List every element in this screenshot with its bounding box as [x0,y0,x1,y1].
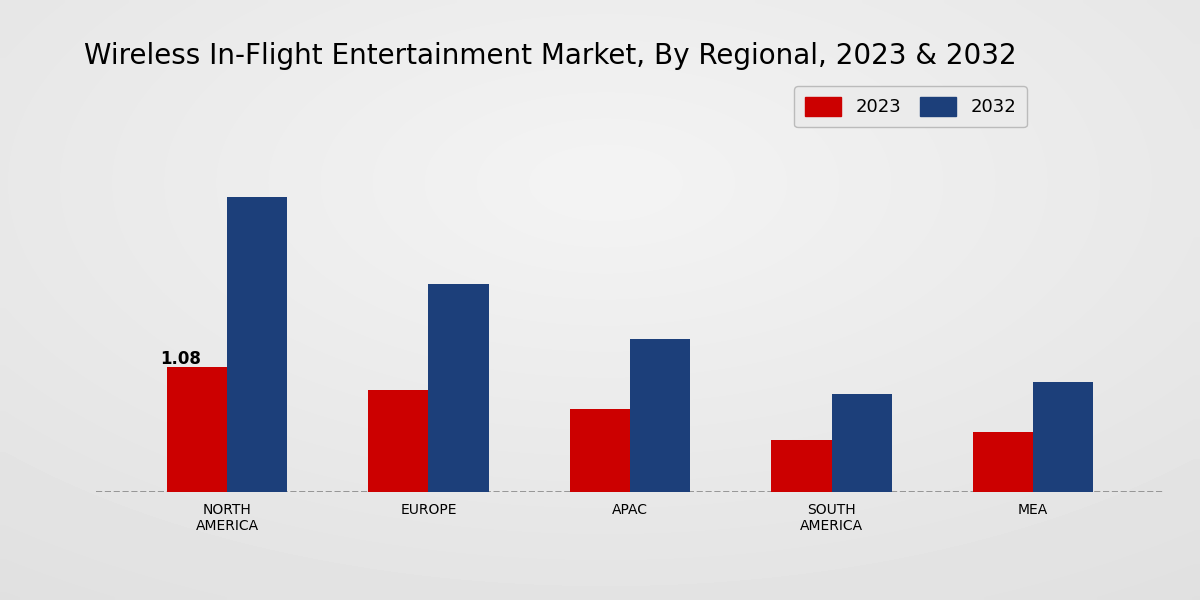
Bar [227,197,288,492]
Legend: 2023, 2032: 2023, 2032 [794,86,1027,127]
Text: 1.08: 1.08 [161,350,202,368]
Bar [972,432,1033,492]
Bar [570,409,630,492]
Bar [630,339,690,492]
Bar [772,440,832,492]
Bar [832,394,892,492]
Bar [428,284,488,492]
Bar [167,367,227,492]
Text: Wireless In-Flight Entertainment Market, By Regional, 2023 & 2032: Wireless In-Flight Entertainment Market,… [84,42,1016,70]
Bar [368,390,428,492]
Bar [1033,382,1093,492]
